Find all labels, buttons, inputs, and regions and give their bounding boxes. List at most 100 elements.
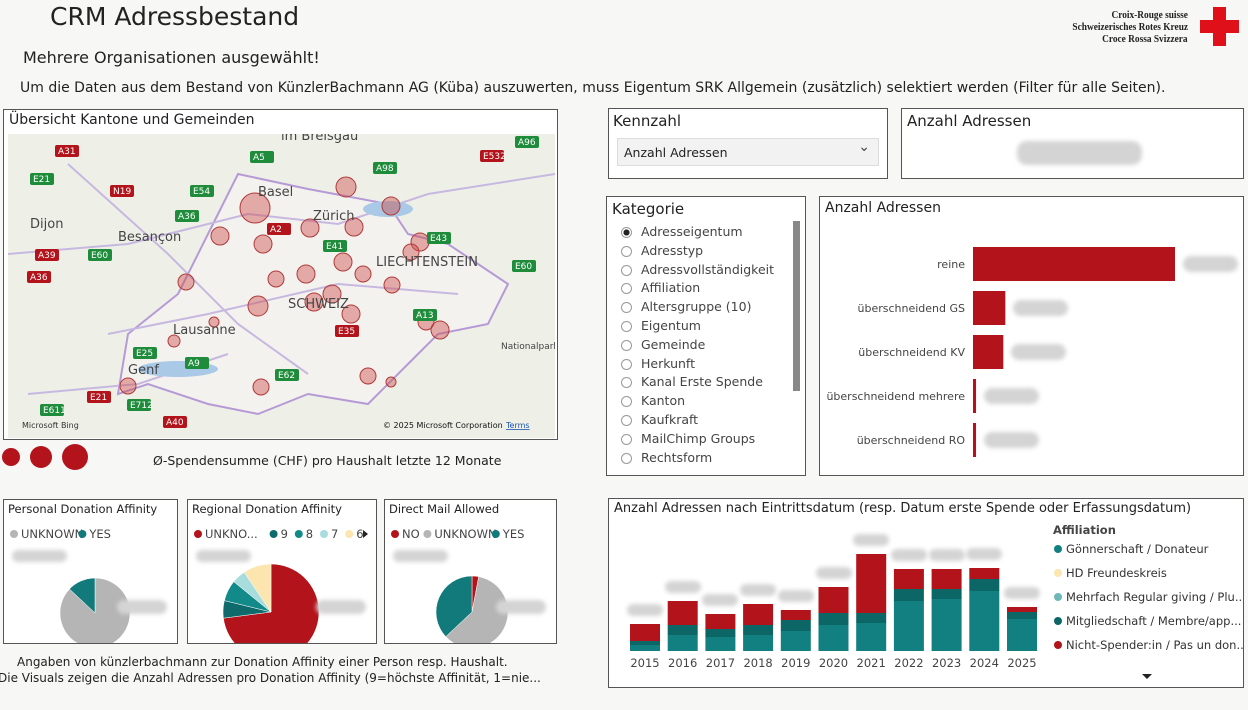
pie-slice: [243, 563, 272, 613]
radio-option[interactable]: MailChimp Groups: [621, 431, 791, 449]
map-legend-title: Ø-Spendensumme (CHF) pro Haushalt letzte…: [153, 453, 502, 468]
radio-option[interactable]: Gemeinde: [621, 337, 791, 355]
option-label: Kanal Erste Spende: [641, 374, 763, 390]
road-badge: [323, 240, 347, 252]
column-segment: [780, 631, 811, 651]
map-terms[interactable]: Terms: [505, 421, 530, 430]
column-segment: [969, 591, 1000, 651]
bubble: [239, 192, 271, 224]
road-badge: [373, 162, 397, 174]
radio-option[interactable]: Eigentum: [621, 318, 791, 336]
roads: [8, 163, 555, 395]
footnote: Die Visuals zeigen die Anzahl Adressen p…: [0, 671, 541, 685]
legend-dot: [30, 446, 52, 468]
road-badge: [87, 391, 111, 403]
option-label: Herkunft: [641, 355, 696, 371]
hidden-value: [1013, 300, 1069, 316]
place-label: Zürich: [313, 209, 355, 224]
legend-dot: [78, 530, 87, 538]
hidden-value: [12, 550, 67, 562]
pie-slice: [445, 576, 509, 643]
radio-option[interactable]: Adresseigentum: [621, 224, 791, 242]
column-segment: [780, 620, 811, 631]
dropdown-arrow: ⌄: [858, 139, 870, 155]
legend-dot: [294, 530, 303, 538]
map: im Breisgau Basel Zürich Dijon Besançon LIECH…: [8, 134, 555, 438]
column-segment: [856, 613, 887, 623]
column-segment: [667, 601, 698, 625]
road-badge: [413, 309, 437, 321]
column-segment: [780, 610, 811, 620]
card-panel: Anzahl Adressen: [901, 108, 1244, 179]
legend-dot: [2, 448, 20, 466]
x-tick-label: 2025: [1007, 656, 1036, 670]
place-label: Besançon: [118, 230, 181, 245]
logo-cross: [1200, 7, 1239, 46]
pie-panel: Personal Donation Affinity UNKNOWN YES: [3, 499, 178, 644]
road-badge: [55, 145, 79, 157]
radio: [621, 321, 632, 332]
scrollbar: [793, 221, 800, 391]
radio-option[interactable]: Adresstyp: [621, 243, 791, 261]
legend-dot: [1054, 545, 1062, 553]
border: [116, 172, 510, 416]
panel-title: Direct Mail Allowed: [389, 502, 500, 516]
radio-option[interactable]: Altersgruppe (10): [621, 299, 791, 317]
hidden-value: [1011, 344, 1067, 360]
radio-option[interactable]: Affiliation: [621, 280, 791, 298]
radio-option[interactable]: Kanal Erste Spende: [621, 374, 791, 392]
bubble: [267, 270, 285, 288]
option-label: Altersgruppe (10): [641, 299, 752, 315]
road-badge: [512, 260, 536, 272]
subtitle: Mehrere Organisationen ausgewählt!: [23, 48, 320, 67]
column-segment: [818, 625, 849, 651]
category-label: überschneidend KV: [858, 346, 965, 359]
road-badge: [515, 136, 539, 148]
column-segment: [743, 635, 774, 651]
legend-dot: [1054, 569, 1062, 577]
legend-label: 6: [356, 527, 363, 541]
radio-option[interactable]: Adressvollständigkeit: [621, 262, 791, 280]
road-badge: [40, 404, 64, 416]
bubble: [304, 292, 324, 312]
road-label: E712: [130, 401, 153, 411]
bubble: [341, 304, 361, 324]
road-label: A36: [30, 273, 48, 283]
legend-dot: [194, 530, 202, 538]
legend-label: Mehrfach Regular giving / Plu...: [1066, 590, 1243, 604]
option-label: MailChimp Groups: [641, 430, 756, 446]
bubble: [296, 264, 316, 284]
bubble: [247, 295, 269, 317]
panel-title: Anzahl Adressen: [907, 112, 1032, 130]
pie-chart: UNKNOWN YES: [10, 527, 131, 643]
road-label: A39: [38, 251, 56, 261]
column-segment: [893, 569, 924, 589]
hidden-value: [117, 600, 167, 614]
column-segment: [667, 625, 698, 635]
panel-title: Personal Donation Affinity: [8, 502, 158, 516]
dropdown[interactable]: Anzahl Adressen ⌄: [617, 138, 879, 166]
bubble: [385, 376, 397, 388]
place-label: Genf: [128, 363, 159, 378]
column-segment: [705, 614, 736, 629]
road-label: E21: [90, 393, 107, 403]
legend-label: YES: [88, 527, 111, 541]
legend-label: UNKNO...: [205, 527, 258, 541]
legend-dot: [423, 530, 432, 538]
pie-panel: Regional Donation Affinity UNKNO... 9 8 7 6: [187, 499, 377, 644]
legend-dot: [10, 530, 18, 538]
column-segment: [630, 624, 660, 641]
bubble: [344, 217, 364, 237]
radio-option[interactable]: Herkunft: [621, 356, 791, 374]
radio: [621, 377, 632, 389]
option-label: Kanton: [641, 393, 686, 409]
radio-option[interactable]: Kanton: [621, 393, 791, 411]
column-segment: [931, 569, 962, 589]
bubble: [335, 176, 357, 198]
radio-option[interactable]: Rechtsform: [621, 450, 791, 468]
column-panel: Anzahl Adressen nach Eintrittsdatum (res…: [608, 498, 1244, 688]
radio-option[interactable]: Kaufkraft: [621, 412, 791, 430]
x-tick-label: 2016: [668, 656, 697, 670]
radio: [621, 283, 632, 295]
x-tick-label: 2017: [706, 656, 735, 670]
